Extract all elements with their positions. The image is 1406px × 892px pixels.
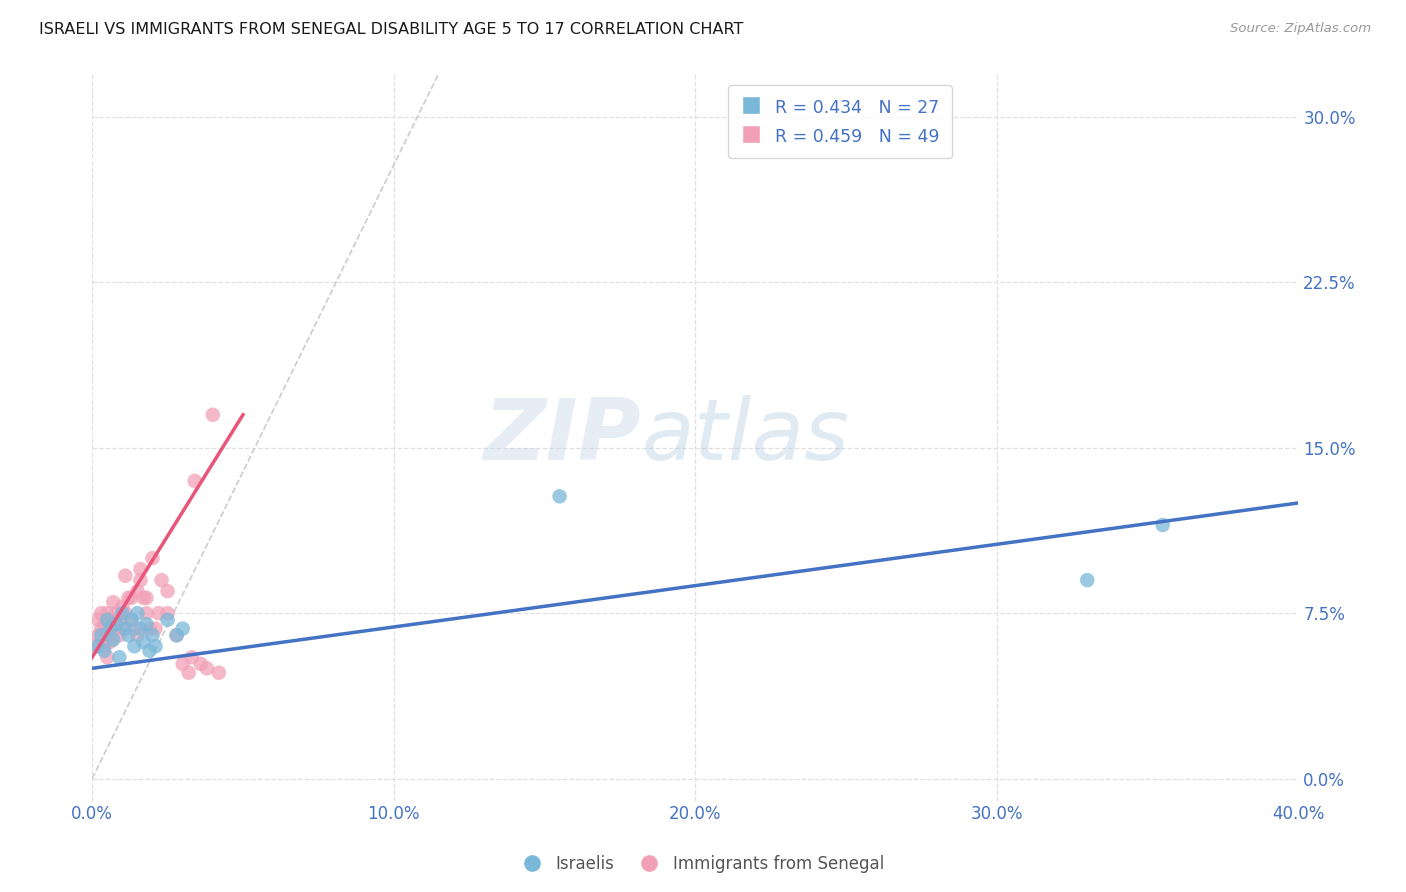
Point — [103, 595, 125, 609]
Point — [111, 599, 134, 614]
Point — [141, 551, 163, 566]
Point — [129, 573, 152, 587]
Point — [93, 643, 115, 657]
Point — [156, 606, 179, 620]
Point — [148, 606, 170, 620]
Point — [114, 568, 136, 582]
Point — [127, 606, 149, 620]
Point — [105, 617, 128, 632]
Point — [135, 617, 157, 632]
Point — [105, 606, 128, 620]
Legend: Israelis, Immigrants from Senegal: Israelis, Immigrants from Senegal — [516, 848, 890, 880]
Point — [172, 622, 194, 636]
Point — [166, 628, 188, 642]
Legend: R = 0.434   N = 27, R = 0.459   N = 49: R = 0.434 N = 27, R = 0.459 N = 49 — [728, 86, 952, 159]
Point — [96, 606, 118, 620]
Point — [201, 408, 224, 422]
Point — [1076, 573, 1098, 587]
Point — [105, 617, 128, 632]
Point — [103, 622, 125, 636]
Point — [135, 591, 157, 605]
Point — [98, 613, 121, 627]
Point — [138, 622, 160, 636]
Point — [93, 617, 115, 632]
Point — [1152, 518, 1174, 533]
Point — [127, 584, 149, 599]
Point — [156, 584, 179, 599]
Point — [120, 591, 142, 605]
Point — [90, 628, 112, 642]
Point — [114, 622, 136, 636]
Point — [93, 640, 115, 654]
Point — [129, 562, 152, 576]
Point — [117, 591, 139, 605]
Point — [183, 474, 205, 488]
Point — [208, 665, 231, 680]
Point — [87, 640, 110, 654]
Text: Source: ZipAtlas.com: Source: ZipAtlas.com — [1230, 22, 1371, 36]
Point — [180, 650, 202, 665]
Point — [103, 632, 125, 647]
Point — [87, 613, 110, 627]
Text: ZIP: ZIP — [484, 395, 641, 478]
Point — [108, 628, 131, 642]
Point — [132, 591, 155, 605]
Point — [172, 657, 194, 671]
Point — [114, 606, 136, 620]
Text: ISRAELI VS IMMIGRANTS FROM SENEGAL DISABILITY AGE 5 TO 17 CORRELATION CHART: ISRAELI VS IMMIGRANTS FROM SENEGAL DISAB… — [39, 22, 744, 37]
Point — [166, 628, 188, 642]
Point — [120, 613, 142, 627]
Point — [124, 640, 146, 654]
Point — [96, 650, 118, 665]
Point — [87, 628, 110, 642]
Point — [156, 613, 179, 627]
Point — [127, 628, 149, 642]
Point — [108, 613, 131, 627]
Point — [96, 613, 118, 627]
Point — [150, 573, 173, 587]
Point — [141, 628, 163, 642]
Point — [177, 665, 200, 680]
Point — [129, 622, 152, 636]
Point — [90, 622, 112, 636]
Point — [135, 606, 157, 620]
Point — [111, 606, 134, 620]
Point — [124, 622, 146, 636]
Text: atlas: atlas — [641, 395, 849, 478]
Point — [111, 622, 134, 636]
Point — [145, 640, 167, 654]
Point — [138, 643, 160, 657]
Point — [96, 628, 118, 642]
Point — [195, 661, 218, 675]
Point — [120, 613, 142, 627]
Point — [117, 628, 139, 642]
Point — [132, 635, 155, 649]
Point — [548, 489, 571, 503]
Point — [190, 657, 212, 671]
Point — [90, 606, 112, 620]
Point — [145, 622, 167, 636]
Point — [108, 650, 131, 665]
Point — [84, 640, 107, 654]
Point — [98, 635, 121, 649]
Point — [98, 622, 121, 636]
